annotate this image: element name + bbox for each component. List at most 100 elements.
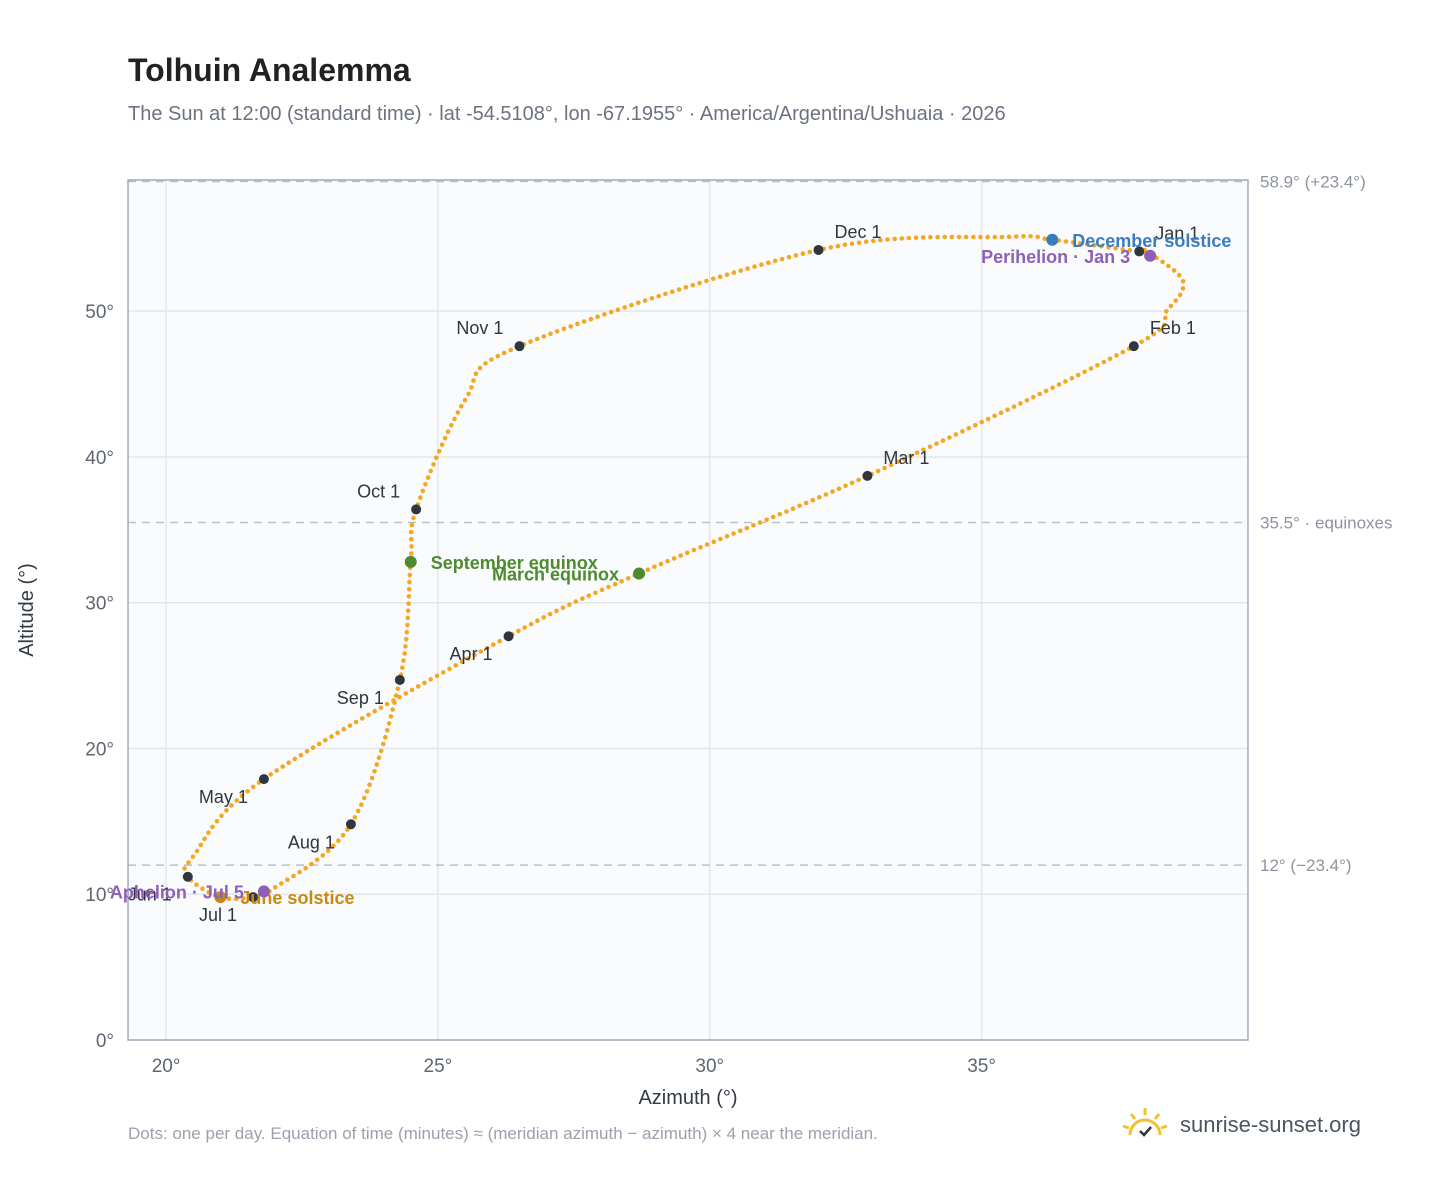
day-dot <box>588 316 594 322</box>
day-dot <box>329 734 334 739</box>
day-dot <box>595 314 600 320</box>
day-dot <box>1077 241 1083 246</box>
day-dot <box>953 432 959 437</box>
day-dot <box>554 329 560 334</box>
day-dot <box>491 642 496 647</box>
event-label: June solstice <box>240 888 354 908</box>
month-label: Sep 1 <box>337 688 384 708</box>
day-dot <box>697 280 702 286</box>
day-dot <box>1162 322 1167 328</box>
day-dot <box>973 422 978 428</box>
day-dot <box>1151 331 1157 337</box>
event-label: September equinox <box>431 553 598 573</box>
day-dot <box>403 637 409 642</box>
day-dot <box>229 803 234 808</box>
day-dot <box>1043 388 1049 394</box>
day-dot <box>360 716 365 721</box>
day-dot <box>416 684 421 689</box>
y-tick-label: 10° <box>85 885 114 906</box>
day-dot <box>528 339 533 344</box>
day-dot <box>731 531 736 536</box>
brand-logo[interactable]: sunrise-sunset.org <box>1120 1100 1361 1150</box>
day-dot <box>606 584 611 590</box>
event-marker <box>257 885 270 898</box>
day-dot <box>1042 236 1047 241</box>
day-dot <box>979 419 984 425</box>
day-dot <box>971 234 976 240</box>
day-dot <box>206 889 211 895</box>
day-dot <box>1024 398 1030 403</box>
day-dot <box>291 873 296 879</box>
day-dot <box>927 444 933 450</box>
day-dot <box>285 877 290 882</box>
day-dot <box>764 517 769 523</box>
day-dot <box>663 291 668 297</box>
day-dot <box>401 658 406 663</box>
day-dot <box>766 260 771 266</box>
x-tick-label: 30° <box>695 1056 724 1077</box>
day-dot <box>459 659 465 665</box>
day-dot <box>711 276 716 282</box>
day-dot <box>336 838 341 843</box>
day-dot <box>599 587 605 593</box>
day-dot <box>541 334 547 339</box>
day-dot <box>752 264 757 269</box>
month-label: Nov 1 <box>456 318 503 338</box>
day-dot <box>683 285 689 290</box>
day-dot <box>361 795 367 801</box>
day-dot <box>445 429 451 435</box>
day-dot <box>856 477 861 483</box>
month-label: Dec 1 <box>834 222 881 242</box>
day-dot <box>372 708 378 714</box>
month-label: Jul 1 <box>199 905 237 925</box>
day-dot <box>380 741 386 747</box>
day-dot <box>671 556 677 561</box>
day-dot <box>817 495 822 500</box>
day-dot <box>920 235 926 240</box>
day-dot <box>978 234 983 240</box>
day-dot <box>652 564 657 570</box>
day-dot <box>422 680 427 686</box>
day-dot <box>374 762 380 767</box>
day-dot <box>568 324 573 329</box>
x-tick-label: 25° <box>424 1056 453 1077</box>
day-dot <box>547 611 553 617</box>
day-dot <box>711 539 717 545</box>
day-dot <box>310 745 316 750</box>
day-dot <box>934 441 939 447</box>
day-dot <box>790 506 796 512</box>
day-dot <box>947 435 952 440</box>
day-dot <box>830 489 835 494</box>
day-dot <box>304 749 310 754</box>
day-dot <box>478 649 484 654</box>
event-marker <box>214 891 227 904</box>
day-dot <box>1082 369 1087 375</box>
day-dot <box>383 734 388 740</box>
day-dot <box>182 866 187 871</box>
day-dot <box>757 520 763 525</box>
day-dot <box>645 567 651 572</box>
day-dot <box>439 442 445 448</box>
day-dot <box>797 503 802 509</box>
day-dot <box>1168 303 1174 309</box>
day-dot <box>751 523 756 528</box>
month-label: Feb 1 <box>1150 318 1196 338</box>
day-dot <box>807 249 813 255</box>
day-dot <box>678 553 683 558</box>
day-dot <box>612 581 618 587</box>
day-dot <box>1095 363 1100 368</box>
day-dot <box>407 572 413 578</box>
day-dot <box>665 558 670 564</box>
x-tick-label: 35° <box>967 1056 996 1077</box>
day-dot <box>573 599 579 604</box>
day-dot <box>292 756 298 762</box>
day-dot <box>395 686 401 691</box>
day-dot <box>724 272 730 278</box>
day-dot <box>392 700 397 705</box>
day-dot <box>670 289 675 295</box>
day-dot <box>407 579 412 585</box>
y-tick-label: 40° <box>85 448 114 469</box>
day-dot <box>1160 259 1165 265</box>
day-dot <box>1177 292 1183 298</box>
day-dot <box>636 300 641 306</box>
